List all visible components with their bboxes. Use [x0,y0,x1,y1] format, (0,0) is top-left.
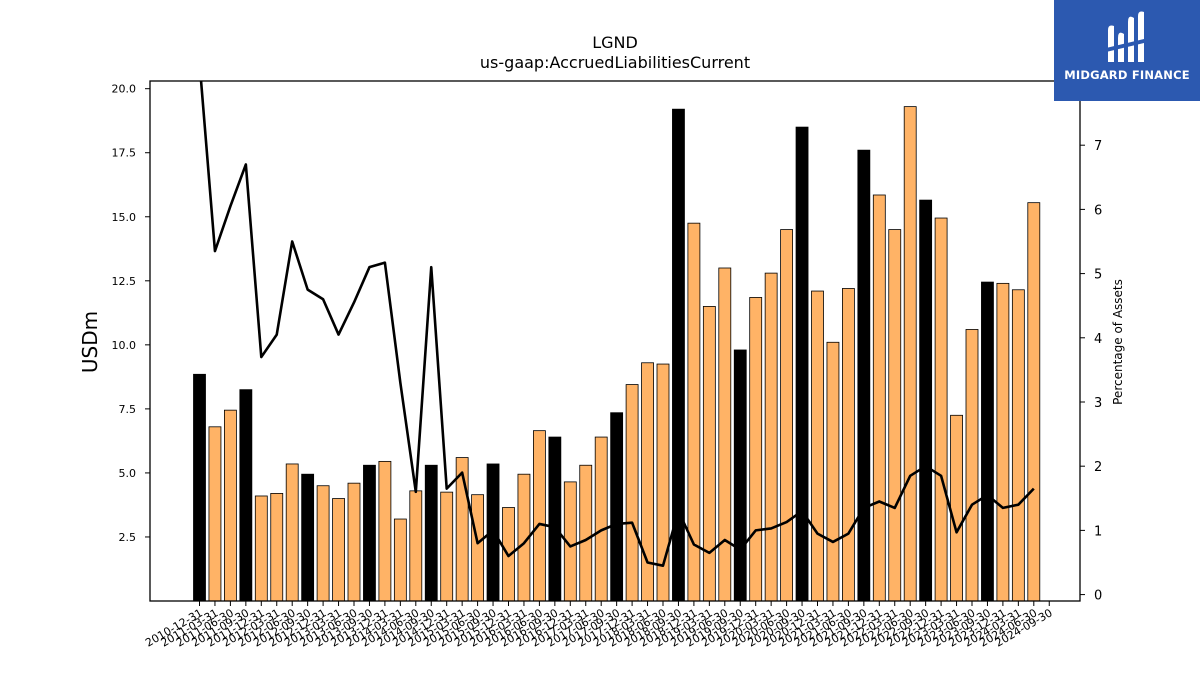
bar-series [193,106,1041,602]
bar-2021-12-31 [872,194,886,602]
y-tick-label: 7.5 [119,403,137,416]
bar-2013-09-30 [363,464,376,602]
bar-2014-06-30 [409,490,423,602]
bar-2020-12-31 [811,290,824,602]
bar-2020-06-30 [780,229,793,602]
y-right-tick-label: 3 [1094,396,1102,411]
y-tick-label: 20.0 [112,83,137,96]
bar-2017-03-31 [579,464,593,602]
bar-2012-12-31 [316,485,330,602]
bar-2024-06-30 [1027,202,1041,602]
y-axis-label: USDm [78,311,102,373]
bar-2021-06-30 [842,288,855,602]
bar-2012-09-30 [301,473,315,602]
axes: 2.55.07.510.012.515.017.520.001234567201… [112,80,1102,650]
bar-2022-12-31 [934,217,948,602]
bar-2017-06-30 [594,436,608,602]
y-tick-label: 15.0 [112,211,137,224]
bar-2015-03-31 [455,457,469,602]
bar-2014-09-30 [424,464,438,602]
bar-2017-09-30 [610,412,624,602]
bar-2022-06-30 [903,106,917,602]
bar-2014-03-31 [393,518,407,602]
bar-2011-06-30 [223,409,237,602]
percentage-line [199,81,1035,567]
bar-2016-09-30 [548,436,562,602]
bar-2023-12-31 [996,282,1010,602]
plot-frame [149,80,1081,602]
bar-2021-09-30 [857,149,871,602]
y-tick-label: 2.5 [119,531,137,544]
y-right-tick-label: 4 [1094,332,1102,347]
midgard-logo-icon [1106,11,1148,63]
bar-2011-09-30 [239,389,253,602]
bar-2022-03-31 [888,229,902,602]
y-right-tick-label: 0 [1094,589,1102,604]
chart-title: LGND [592,33,638,52]
brand-logo: MIDGARD FINANCE [1054,0,1200,101]
bar-2011-12-31 [254,495,268,602]
bar-2015-06-30 [471,494,485,602]
brand-name: MIDGARD FINANCE [1064,68,1190,82]
bar-2020-09-30 [795,126,809,602]
bar-2022-09-30 [919,199,933,602]
y-right-tick-label: 5 [1094,268,1102,283]
bar-2019-09-30 [733,349,747,602]
bar-2014-12-31 [440,491,454,602]
y-tick-label: 12.5 [112,275,137,288]
bar-2017-12-31 [625,384,639,602]
bar-2023-03-31 [950,414,963,602]
bar-2012-03-31 [270,493,284,602]
percentage-line-series [199,81,1035,567]
y-tick-label: 17.5 [112,147,137,160]
bar-2023-09-30 [981,281,994,602]
bar-2013-06-30 [347,482,361,602]
y-right-tick-label: 6 [1094,203,1102,218]
bar-2023-06-30 [965,329,979,602]
y-right-tick-label: 2 [1094,460,1102,475]
y-right-tick-label: 7 [1094,139,1102,154]
bar-2021-03-31 [826,341,840,602]
bar-2011-03-31 [208,426,222,602]
y-axis-right-label: Percentage of Assets [1111,279,1125,405]
y-tick-label: 5.0 [119,467,137,480]
bar-2019-06-30 [718,267,732,602]
bar-2019-12-31 [749,297,763,602]
bar-2013-03-31 [332,498,345,602]
bar-2020-03-31 [764,272,778,602]
bar-2010-12-31 [193,373,206,602]
bar-2012-06-30 [285,463,299,602]
bar-2024-03-31 [1011,289,1025,602]
bar-2016-06-30 [533,430,546,602]
y-tick-label: 10.0 [112,339,137,352]
chart-subtitle: us-gaap:AccruedLiabilitiesCurrent [480,53,750,72]
bar-2019-03-31 [702,306,716,602]
bar-2018-03-31 [641,362,654,602]
bar-2013-12-31 [378,460,392,602]
y-right-tick-label: 1 [1094,524,1102,539]
